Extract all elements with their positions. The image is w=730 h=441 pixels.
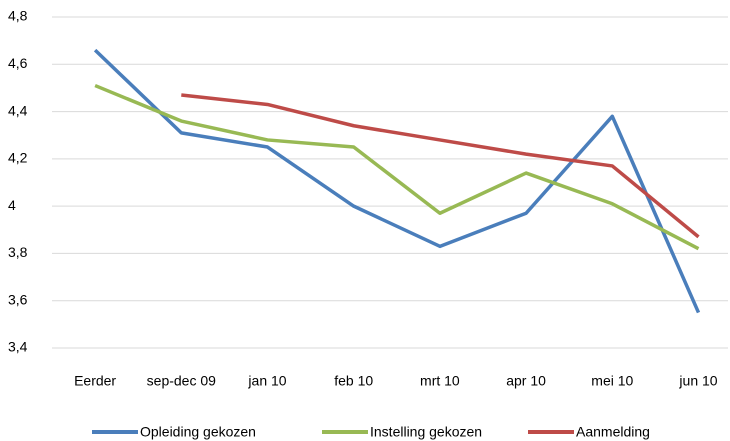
x-tick-label: feb 10	[334, 373, 373, 389]
x-tick-label: sep-dec 09	[147, 373, 216, 389]
y-tick-label: 4,8	[8, 8, 28, 24]
y-tick-label: 4,2	[8, 150, 28, 166]
x-tick-label: jan 10	[247, 373, 286, 389]
y-tick-label: 3,8	[8, 244, 28, 260]
x-tick-label: apr 10	[506, 373, 546, 389]
line-series	[93, 48, 701, 314]
x-tick-label: mei 10	[591, 373, 633, 389]
legend-label: Instelling gekozen	[370, 424, 482, 440]
y-tick-label: 3,6	[8, 291, 28, 307]
y-tick-label: 4,6	[8, 55, 28, 71]
line-series	[94, 83, 700, 251]
x-tick-label: jun 10	[678, 373, 717, 389]
x-tick-label: mrt 10	[420, 373, 460, 389]
y-tick-label: 4	[8, 197, 16, 213]
line-series	[181, 93, 700, 239]
y-tick-label: 4,4	[8, 102, 28, 118]
legend-label: Opleiding gekozen	[140, 424, 256, 440]
y-tick-label: 3,4	[8, 339, 28, 355]
legend-label: Aanmelding	[576, 424, 650, 440]
x-tick-label: Eerder	[74, 373, 116, 389]
